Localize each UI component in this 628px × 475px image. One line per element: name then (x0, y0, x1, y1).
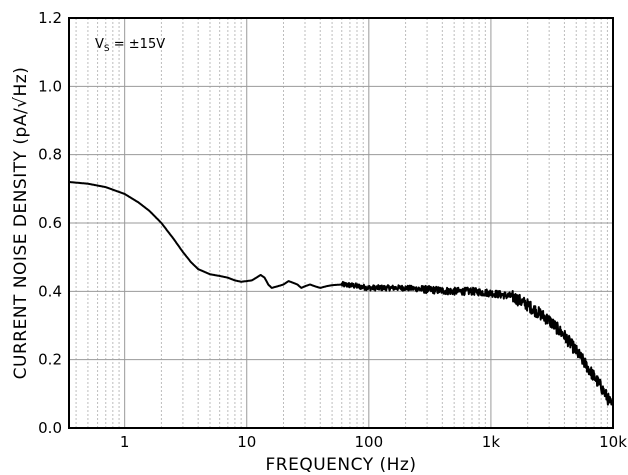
supply-annotation: VS = ±15V (95, 37, 165, 54)
y-tick-label: 0.8 (38, 146, 62, 164)
x-tick-label: 100 (355, 433, 384, 451)
x-tick-label: 10 (237, 433, 256, 451)
y-tick-label: 1.2 (38, 9, 62, 27)
y-tick-label: 0.2 (38, 351, 62, 369)
annotation-rest: = ±15V (110, 37, 166, 52)
y-tick-labels: 0.0 0.2 0.4 0.6 0.8 1.0 1.2 (38, 9, 62, 437)
annotation-main: V (95, 37, 104, 52)
x-axis-title: FREQUENCY (Hz) (266, 455, 417, 475)
x-tick-label: 10k (599, 433, 627, 451)
y-axis-title: CURRENT NOISE DENSITY (pA/√Hz) (11, 67, 31, 380)
grid-lines (69, 18, 613, 428)
y-tick-label: 1.0 (38, 77, 62, 95)
x-tick-label: 1 (120, 433, 130, 451)
plot-frame (68, 17, 614, 429)
x-tick-label: 1k (482, 433, 501, 451)
y-tick-label: 0.6 (38, 214, 62, 232)
y-tick-label: 0.4 (38, 282, 62, 300)
x-tick-labels: 1 10 100 1k 10k (120, 433, 627, 451)
annotation-subscript: S (104, 44, 110, 54)
noise-curve (68, 181, 614, 406)
y-tick-label: 0.0 (38, 419, 62, 437)
